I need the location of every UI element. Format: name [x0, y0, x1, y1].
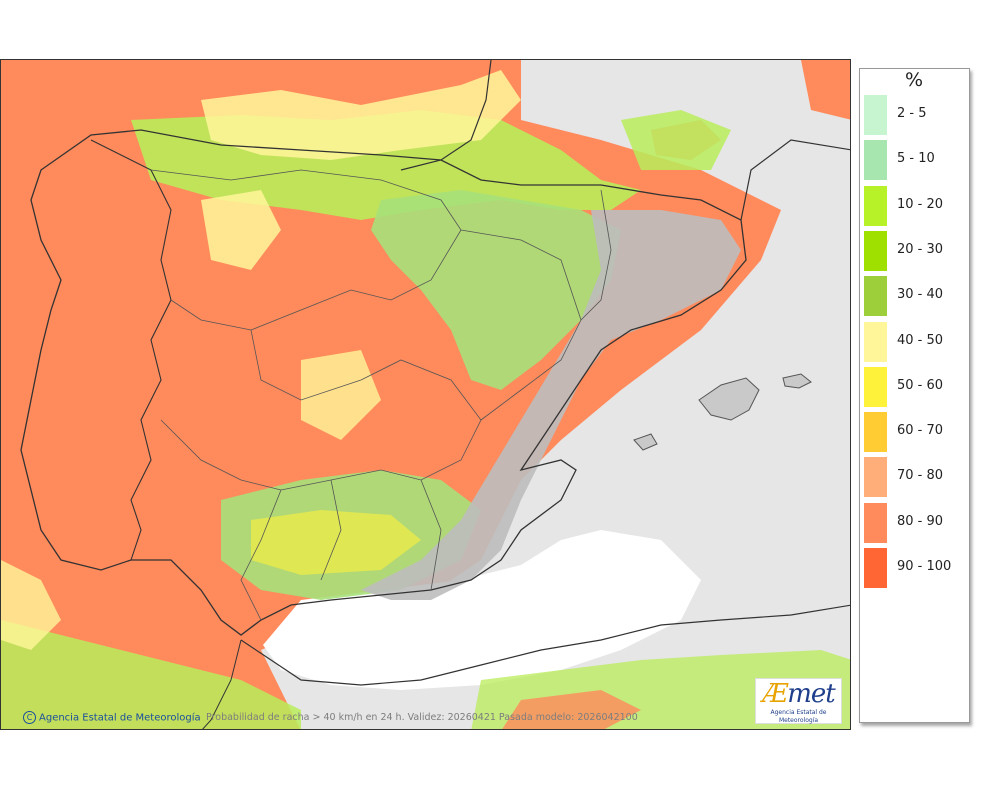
legend-item: 90 - 100: [860, 548, 968, 588]
agency-credit: C Agencia Estatal de Meteorología: [23, 711, 201, 724]
map-caption: Probabilidad de racha > 40 km/h en 24 h.…: [206, 712, 638, 723]
gray-sea-area: [261, 60, 850, 729]
legend-label: 90 - 100: [897, 559, 952, 574]
legend-label: 10 - 20: [897, 196, 944, 212]
legend-swatch: [864, 185, 887, 226]
north-coast-yellow: [201, 70, 521, 160]
ne-corner-orange: [801, 60, 850, 120]
legend-title: %: [904, 69, 924, 91]
legend-label: 60 - 70: [897, 423, 944, 439]
legend-label: 2 - 5: [897, 106, 927, 121]
legend-swatch: [864, 502, 887, 543]
ebro-green: [371, 190, 621, 390]
legend-swatch: [864, 95, 887, 135]
logo-subtitle: Agencia Estatal de Meteorología: [770, 709, 827, 724]
agency-credit-text: Agencia Estatal de Meteorología: [39, 712, 201, 724]
legend-swatch: [864, 230, 887, 271]
east-relief-gray: [361, 210, 741, 600]
legend-item: 70 - 80: [860, 457, 968, 498]
atlantic-south-yellow: [1, 560, 61, 650]
legend-item: 20 - 30: [860, 230, 968, 271]
legend-label: 30 - 40: [897, 287, 944, 303]
iberia-outline: [20, 129, 747, 636]
central-yellow: [201, 190, 281, 270]
legend-swatch: [864, 412, 887, 453]
legend-label: 50 - 60: [897, 377, 944, 393]
africa-coast-west: [202, 639, 242, 729]
legend-item: 60 - 70: [860, 412, 968, 453]
legend-swatch: [864, 321, 887, 362]
probability-legend: % 2 - 5 5 - 10 10 - 20 20 - 30 30 - 40 40 - 5…: [859, 68, 970, 723]
legend-label: 70 - 80: [897, 468, 944, 484]
legend-swatch: [864, 457, 887, 498]
legend-label: 5 - 10: [897, 151, 935, 167]
balearic-mallorca: [698, 377, 760, 421]
legend-swatch: [864, 548, 887, 588]
med-south-orange: [502, 690, 641, 729]
france-coast: [400, 60, 850, 221]
aemet-logo: Æmet Agencia Estatal de Meteorología: [755, 678, 842, 724]
legend-item: 50 - 60: [860, 366, 968, 407]
legend-swatch: [864, 140, 887, 181]
logo-ae: Æ: [762, 679, 788, 709]
copyright-icon: C: [23, 711, 36, 724]
central-yellow-2: [301, 350, 381, 440]
portugal-border: [90, 139, 172, 561]
legend-swatch: [864, 276, 887, 317]
region-borders: [150, 169, 612, 621]
legend-item: 40 - 50: [860, 321, 968, 362]
africa-coast: [240, 604, 850, 686]
balearic-menorca: [782, 373, 812, 389]
legend-item: 10 - 20: [860, 185, 968, 226]
legend-swatch: [864, 366, 887, 407]
legend-item: 30 - 40: [860, 276, 968, 317]
legend-item: 5 - 10: [860, 140, 968, 181]
white-sea-south: [263, 530, 701, 690]
north-sea-green-patch: [621, 110, 731, 170]
legend-label: 80 - 90: [897, 513, 944, 529]
probability-field: [1, 60, 850, 729]
legend-item: 80 - 90: [860, 502, 968, 543]
legend-label: 20 - 30: [897, 241, 944, 257]
legend-item: 2 - 5: [860, 95, 968, 135]
legend-label: 40 - 50: [897, 332, 944, 348]
balearic-ibiza: [633, 433, 658, 451]
forecast-map[interactable]: C Agencia Estatal de Meteorología Probabi…: [0, 59, 851, 730]
atlantic-south-green: [1, 620, 301, 729]
logo-met: met: [787, 679, 835, 709]
